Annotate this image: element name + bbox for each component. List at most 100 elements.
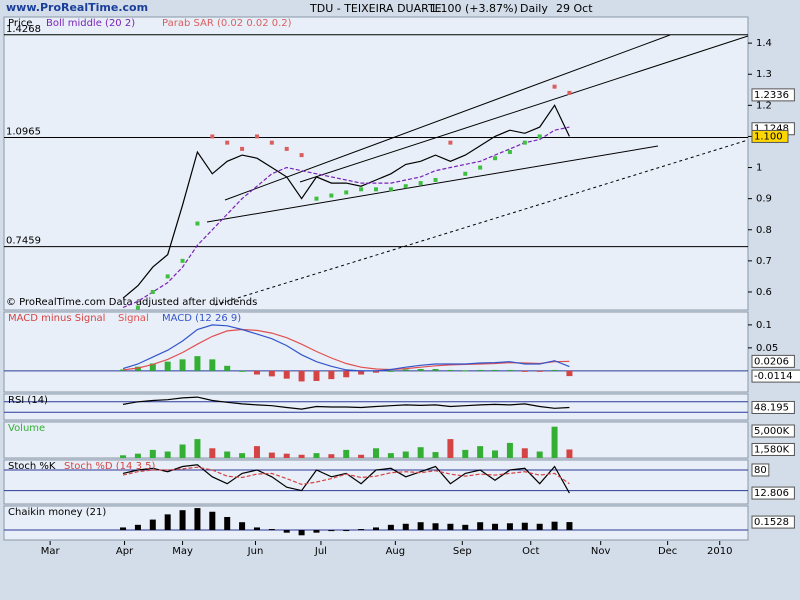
value-marker-label: 1,580K	[754, 444, 790, 455]
legend-entry: Volume	[8, 423, 45, 434]
bar	[224, 365, 231, 371]
bar	[358, 370, 365, 375]
sar-dot	[493, 156, 498, 161]
value-marker	[751, 129, 789, 143]
panel	[3, 505, 749, 541]
panel	[3, 16, 749, 311]
y-tick-label: 1.2	[756, 100, 772, 111]
bar	[268, 452, 275, 458]
bar	[462, 370, 469, 372]
bar	[477, 522, 484, 531]
y-tick-label: 0.1	[756, 320, 772, 331]
value-marker-label: 5,000K	[754, 426, 790, 437]
y-tick-label: 1.4	[756, 38, 772, 49]
bar	[268, 370, 275, 377]
series-line	[122, 324, 570, 372]
bar	[179, 359, 186, 371]
bar	[224, 516, 231, 531]
trend-line	[214, 139, 749, 306]
bar	[492, 523, 499, 531]
symbol: TDU - TEIXEIRA DUARTE	[309, 2, 442, 15]
bar	[298, 530, 305, 536]
legend-entry: Stoch %K	[8, 461, 56, 472]
bar	[358, 454, 365, 458]
value-marker-label: 80	[754, 465, 767, 476]
bar	[209, 448, 216, 458]
bar	[343, 530, 350, 532]
bar	[477, 446, 484, 458]
series-line	[122, 328, 570, 371]
series-line	[122, 126, 570, 309]
bar	[328, 530, 335, 532]
bar	[224, 451, 231, 458]
sar-dot	[344, 190, 349, 195]
x-tick-label: Jul	[314, 546, 327, 557]
bar	[179, 510, 186, 531]
bar	[164, 361, 171, 371]
bar	[447, 369, 454, 371]
bar	[134, 366, 141, 371]
value-marker	[751, 400, 795, 414]
bar	[209, 359, 216, 371]
y-tick-label: 0.05	[756, 343, 778, 354]
level-label: 0.7459	[6, 236, 41, 247]
bar	[194, 356, 201, 371]
bar	[521, 448, 528, 458]
date: 29 Oct	[556, 2, 593, 15]
sar-dot	[314, 196, 319, 201]
bar	[536, 370, 543, 372]
value-marker-label: -0.0114	[754, 371, 793, 382]
trend-line	[299, 35, 749, 183]
value-marker	[751, 442, 795, 456]
bar	[120, 527, 127, 531]
bar	[566, 449, 573, 458]
sar-dot	[329, 193, 334, 198]
sar-dot	[418, 181, 423, 186]
quote: 1.100 (+3.87%)	[430, 2, 518, 15]
bar	[373, 370, 379, 373]
bar	[417, 447, 424, 458]
legend-entry: Signal	[118, 313, 149, 324]
value-marker-label: 0.0206	[754, 356, 789, 367]
bar	[149, 519, 156, 531]
legend-entry: Stoch %D (14 3 5)	[64, 461, 155, 472]
bar	[253, 370, 260, 375]
bar	[149, 363, 156, 371]
bar	[253, 527, 260, 531]
bar	[492, 450, 499, 458]
value-marker	[751, 486, 795, 500]
bar	[343, 370, 350, 378]
bar	[521, 522, 528, 531]
bar	[134, 524, 141, 531]
bar	[551, 426, 558, 458]
sar-dot	[433, 177, 438, 182]
sar-dot	[448, 140, 453, 145]
bar	[566, 370, 573, 377]
bar	[506, 523, 513, 531]
bar	[387, 524, 394, 531]
x-tick-label: Aug	[386, 546, 406, 557]
period: Daily	[520, 2, 548, 15]
bar	[253, 446, 260, 458]
sar-dot	[552, 84, 557, 89]
bar	[432, 369, 439, 371]
bar	[298, 370, 305, 382]
sar-dot	[254, 134, 259, 139]
value-marker	[751, 463, 770, 477]
sar-dot	[195, 221, 200, 226]
value-marker	[751, 369, 800, 383]
bar	[462, 524, 469, 531]
bar	[447, 523, 454, 531]
series-line	[122, 464, 570, 494]
bar	[194, 439, 201, 458]
sar-dot	[359, 187, 364, 192]
bar	[179, 444, 186, 458]
sar-dot	[507, 149, 512, 154]
bar	[373, 527, 379, 531]
value-marker	[751, 354, 795, 368]
bar	[373, 448, 379, 458]
bar	[283, 370, 290, 379]
y-tick-label: 0.7	[756, 256, 772, 267]
sar-dot	[150, 289, 155, 294]
